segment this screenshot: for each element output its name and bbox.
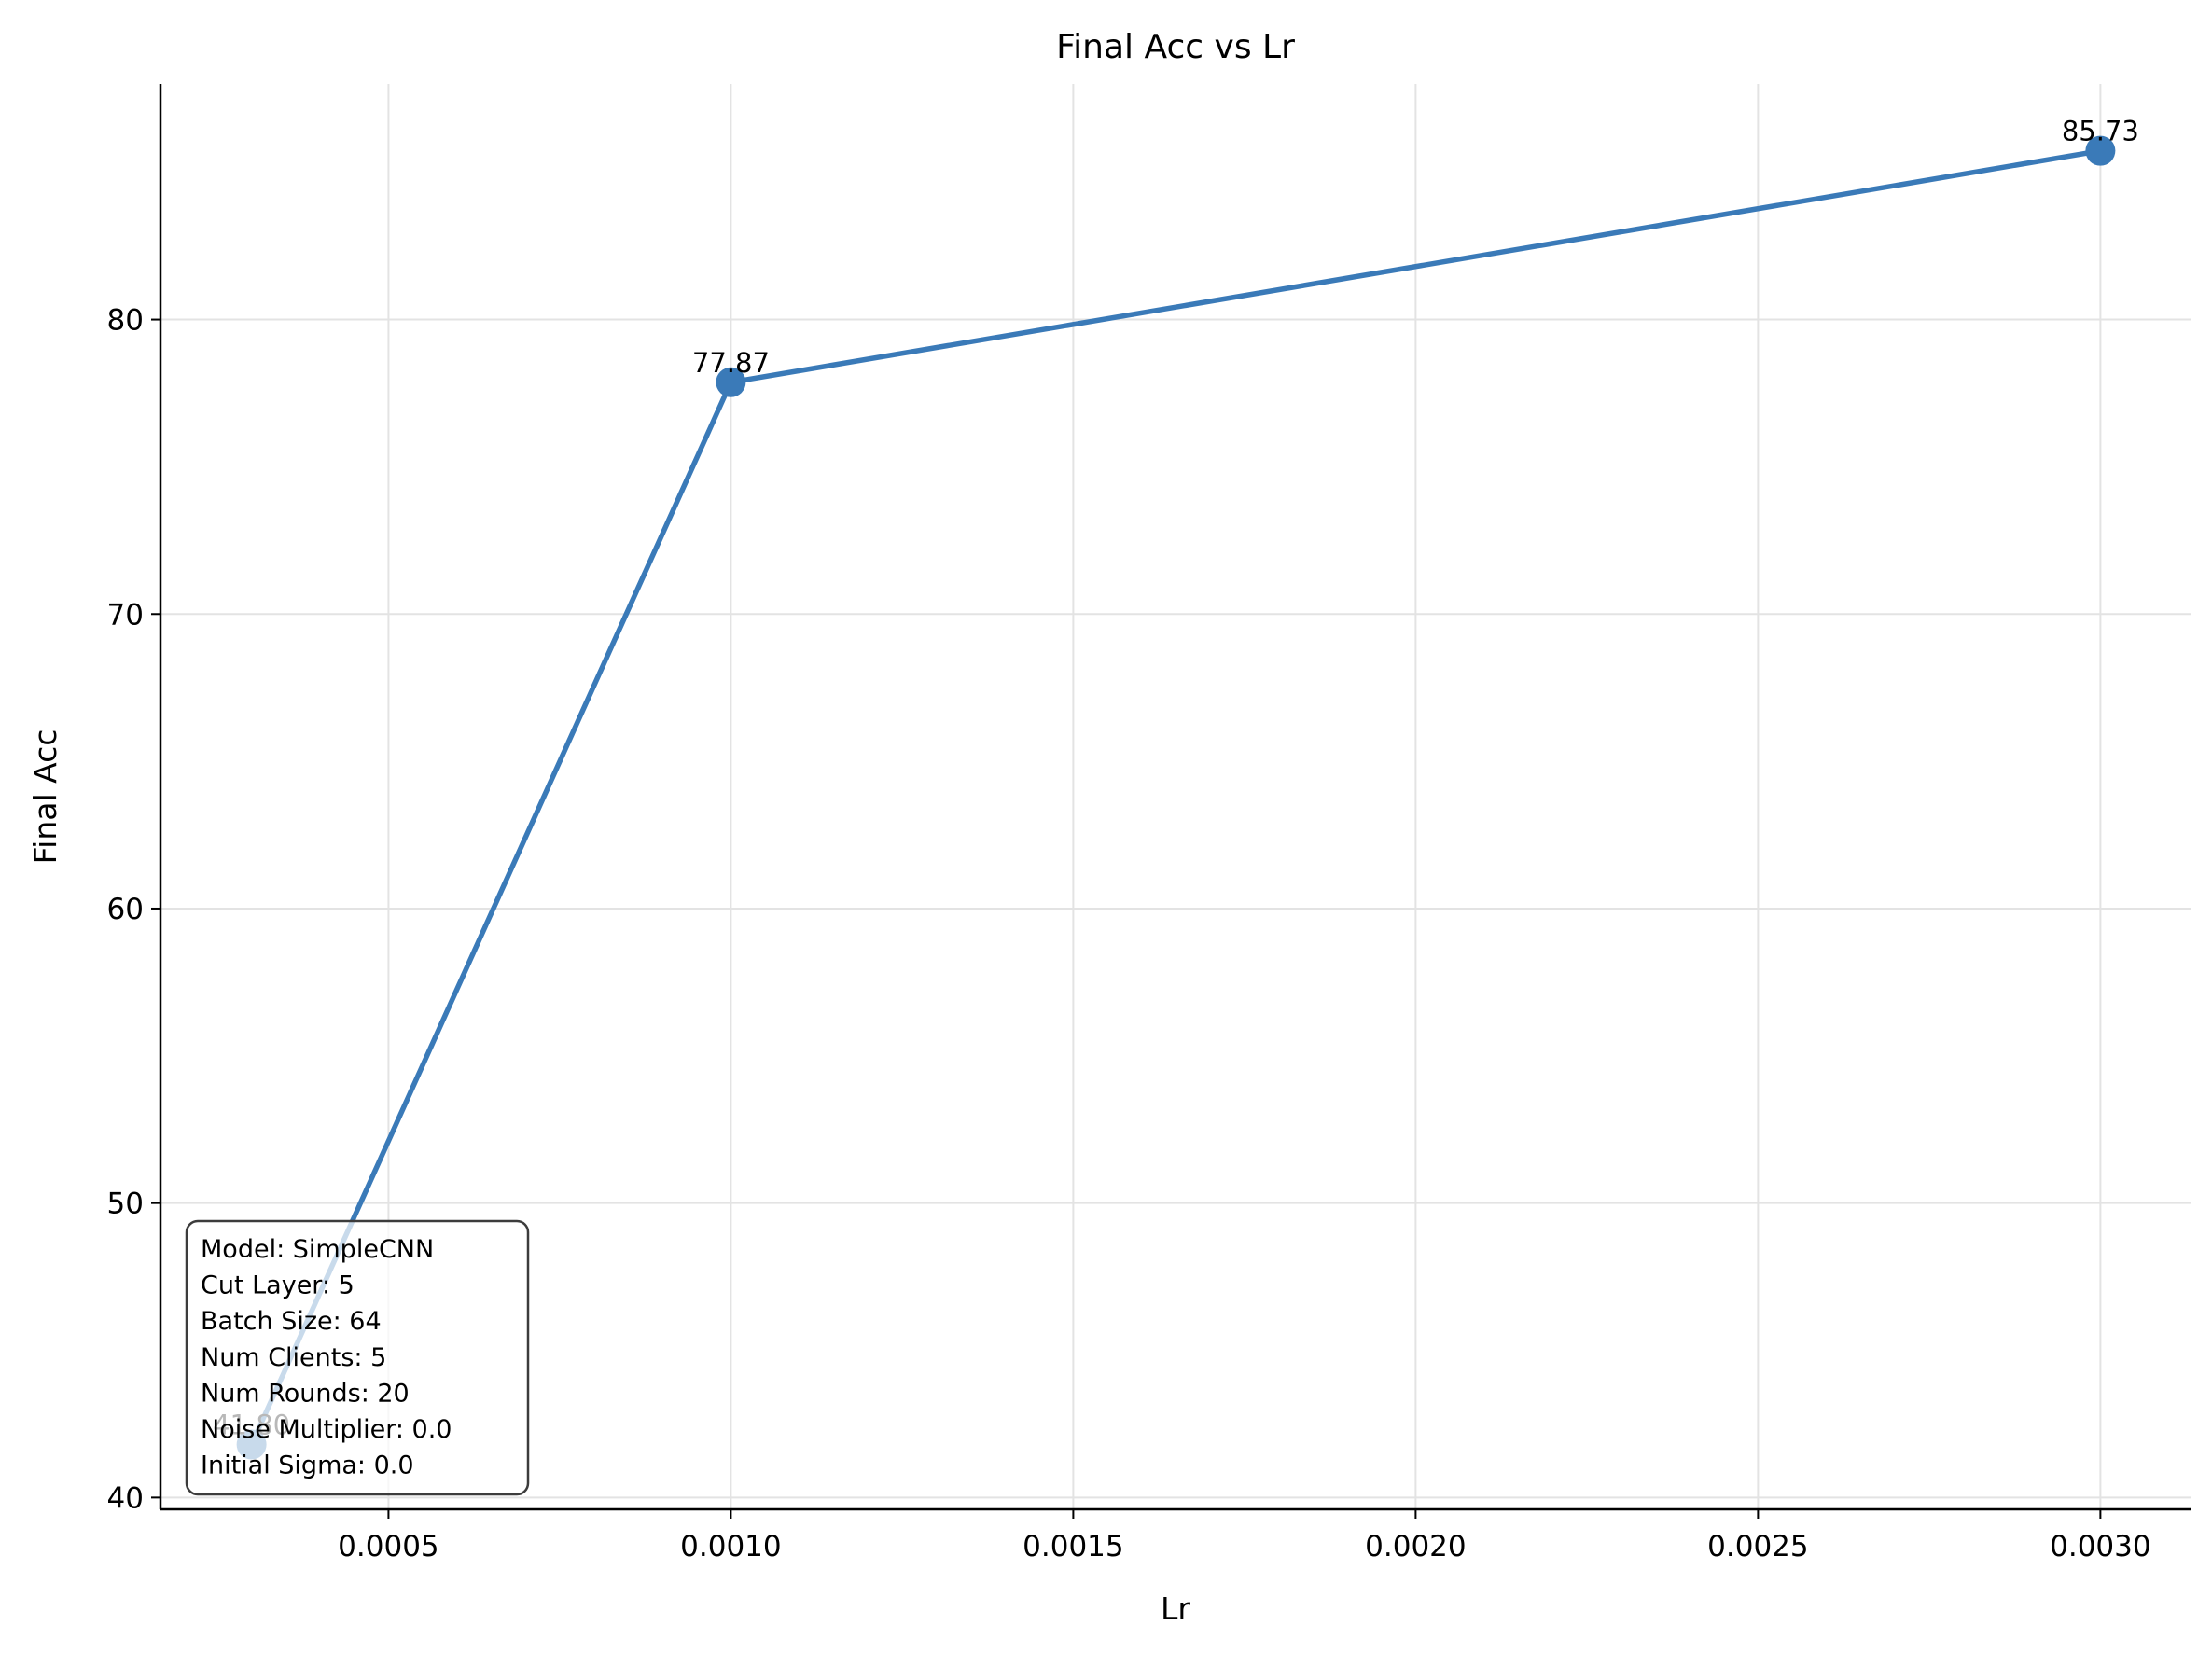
x-tick-label: 0.0005 bbox=[338, 1530, 438, 1563]
y-tick-label: 60 bbox=[107, 893, 144, 926]
y-tick-label: 80 bbox=[107, 304, 144, 338]
info-box: Model: SimpleCNN Cut Layer: 5 Batch Size: … bbox=[185, 1219, 530, 1496]
x-tick-label: 0.0015 bbox=[1023, 1530, 1123, 1563]
data-label: 85.73 bbox=[2062, 116, 2139, 147]
info-line: Cut Layer: 5 bbox=[201, 1271, 355, 1300]
x-tick-label: 0.0010 bbox=[680, 1530, 781, 1563]
axes bbox=[159, 84, 2191, 1511]
chart-title: Final Acc vs Lr bbox=[1056, 28, 1295, 66]
x-tick-label: 0.0030 bbox=[2050, 1530, 2150, 1563]
x-tick-label: 0.0025 bbox=[1707, 1530, 1808, 1563]
info-line: Model: SimpleCNN bbox=[201, 1235, 434, 1264]
info-line: Noise Multiplier: 0.0 bbox=[201, 1415, 452, 1444]
info-box-frame bbox=[185, 1219, 530, 1496]
x-ticks: 0.0005 0.0010 0.0015 0.0020 0.0025 0.0030 bbox=[338, 1509, 2151, 1563]
y-axis-title: Final Acc bbox=[27, 729, 63, 865]
y-ticks: 40 50 60 70 80 bbox=[107, 304, 160, 1515]
x-axis-title: Lr bbox=[1161, 1590, 1190, 1627]
data-label: 77.87 bbox=[692, 347, 770, 379]
y-tick-label: 50 bbox=[107, 1188, 144, 1221]
grid bbox=[160, 84, 2191, 1509]
info-line: Num Rounds: 20 bbox=[201, 1379, 410, 1408]
info-line: Num Clients: 5 bbox=[201, 1343, 386, 1372]
info-line: Batch Size: 64 bbox=[201, 1307, 382, 1336]
data-point bbox=[716, 367, 746, 397]
y-tick-label: 40 bbox=[107, 1481, 144, 1515]
x-tick-label: 0.0020 bbox=[1365, 1530, 1466, 1563]
data-point bbox=[2085, 135, 2116, 166]
info-line: Initial Sigma: 0.0 bbox=[201, 1452, 414, 1480]
y-tick-label: 70 bbox=[107, 598, 144, 632]
